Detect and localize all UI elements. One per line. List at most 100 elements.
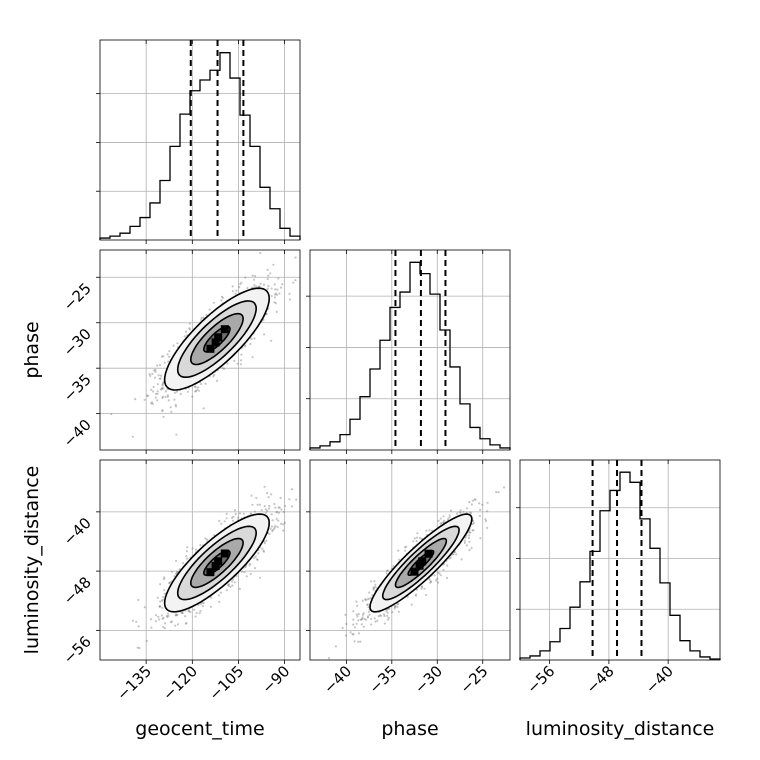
sample-point <box>377 615 380 618</box>
sample-point <box>429 581 432 584</box>
sample-point <box>361 617 364 620</box>
sample-point <box>162 616 165 620</box>
contour-line <box>369 513 473 613</box>
sample-point <box>276 510 279 514</box>
sample-point <box>135 620 138 623</box>
sample-point <box>199 318 203 321</box>
sample-point <box>405 545 408 548</box>
sample-point <box>361 616 364 619</box>
sample-point <box>410 603 413 606</box>
sample-point <box>414 594 417 597</box>
sample-point <box>150 402 153 405</box>
sample-point <box>235 289 238 292</box>
sample-point <box>235 574 238 578</box>
sample-point <box>365 618 368 621</box>
sample-point <box>366 616 369 619</box>
sample-point <box>162 577 165 581</box>
sample-point <box>223 520 226 523</box>
sample-point <box>166 615 169 619</box>
sample-point <box>372 587 375 590</box>
sample-point <box>249 572 252 576</box>
sample-point <box>164 395 167 398</box>
sample-point <box>170 570 173 573</box>
sample-point <box>274 302 277 305</box>
x-tick-label: −30 <box>411 662 446 697</box>
sample-point <box>149 374 152 377</box>
sample-point <box>370 617 373 621</box>
sample-point <box>212 301 215 304</box>
x-tick-label: −40 <box>642 662 677 697</box>
sample-point <box>264 508 267 511</box>
sample-point <box>253 337 256 340</box>
sample-point <box>397 610 400 613</box>
sample-point <box>256 558 259 561</box>
sample-point <box>165 614 168 618</box>
sample-point <box>152 390 155 393</box>
sample-point <box>194 390 197 393</box>
sample-point <box>253 557 256 560</box>
sample-point <box>471 499 474 502</box>
panel-frame <box>309 249 511 451</box>
sample-point <box>174 624 177 627</box>
density-peak-cell <box>410 567 419 576</box>
sample-point <box>366 603 369 606</box>
panel-frame <box>309 459 511 661</box>
sample-point <box>386 611 389 614</box>
sample-point <box>161 598 164 601</box>
sample-point <box>157 374 160 377</box>
sample-point <box>366 598 369 601</box>
sample-point <box>273 283 276 286</box>
sample-point <box>198 612 201 615</box>
sample-point <box>449 509 453 512</box>
sample-point <box>349 631 352 634</box>
sample-point <box>436 577 439 580</box>
sample-point <box>221 367 224 370</box>
sample-point <box>360 623 363 626</box>
sample-point <box>364 598 368 602</box>
sample-point <box>168 355 171 358</box>
sample-point <box>221 296 224 299</box>
sample-point <box>288 292 291 295</box>
sample-point <box>173 575 176 578</box>
sample-point <box>159 583 162 586</box>
sample-point <box>439 574 442 577</box>
sample-point <box>227 583 231 586</box>
sample-point <box>166 353 169 356</box>
sample-point <box>148 373 151 376</box>
sample-point <box>266 277 269 281</box>
sample-point <box>258 503 261 506</box>
sample-point <box>236 362 239 365</box>
sample-point <box>495 491 498 494</box>
sample-point <box>420 587 423 590</box>
scatter-panel-geocent_time-phase <box>96 249 301 454</box>
sample-point <box>420 585 423 588</box>
sample-point <box>199 610 202 613</box>
sample-point <box>162 595 165 599</box>
sample-point <box>202 407 205 410</box>
sample-point <box>163 589 166 592</box>
sample-point <box>176 342 179 345</box>
sample-point <box>334 645 337 648</box>
sample-point <box>288 498 291 501</box>
scatter-area <box>327 486 506 660</box>
sample-point <box>465 507 468 510</box>
sample-point <box>266 491 269 495</box>
sample-point <box>387 618 390 621</box>
sample-point <box>136 646 139 649</box>
sample-point <box>205 313 208 316</box>
sample-point <box>357 619 360 622</box>
sample-point <box>229 585 232 588</box>
sample-point <box>240 353 243 356</box>
sample-point <box>412 540 415 543</box>
sample-point <box>163 576 166 579</box>
sample-point <box>259 251 262 255</box>
sample-point <box>249 512 252 515</box>
sample-point <box>449 556 452 559</box>
sample-point <box>174 405 178 408</box>
sample-point <box>357 640 360 643</box>
sample-point <box>162 387 165 390</box>
sample-point <box>442 568 445 572</box>
contour-line <box>202 549 231 577</box>
sample-point <box>185 555 188 558</box>
sample-point <box>184 330 188 333</box>
